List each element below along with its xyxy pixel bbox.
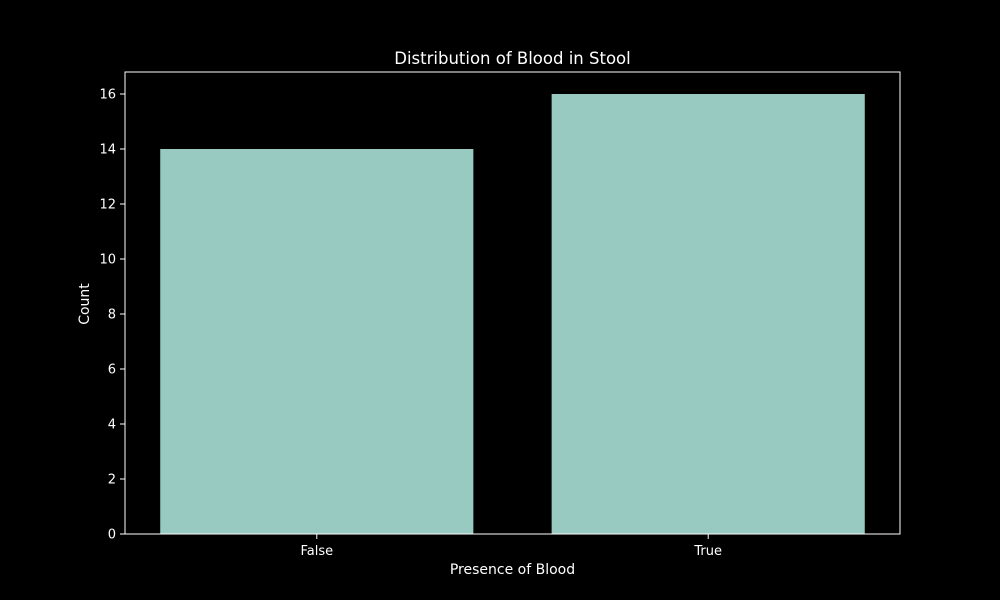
y-tick-label: 10 [99, 253, 116, 268]
plot-frame [124, 71, 901, 535]
bar-false [160, 149, 474, 534]
x-axis: False True [300, 534, 722, 559]
x-axis-label: Presence of Blood [450, 562, 575, 578]
y-tick-label: 8 [108, 308, 116, 323]
y-tick-label: 12 [99, 198, 116, 213]
y-tick-label: 0 [108, 528, 116, 543]
bars-layer [160, 94, 865, 534]
y-axis: 0 2 4 6 8 10 12 14 16 [99, 88, 125, 543]
chart-title: Distribution of Blood in Stool [394, 49, 630, 68]
y-tick-label: 14 [99, 143, 116, 158]
y-tick-label: 16 [99, 88, 116, 103]
y-tick-label: 2 [108, 473, 116, 488]
y-tick-label: 4 [108, 418, 116, 433]
x-tick-label: False [300, 544, 333, 559]
y-axis-label: Count [77, 283, 93, 325]
bar-true [551, 94, 865, 534]
x-tick-label: True [693, 544, 722, 559]
y-tick-label: 6 [108, 363, 116, 378]
